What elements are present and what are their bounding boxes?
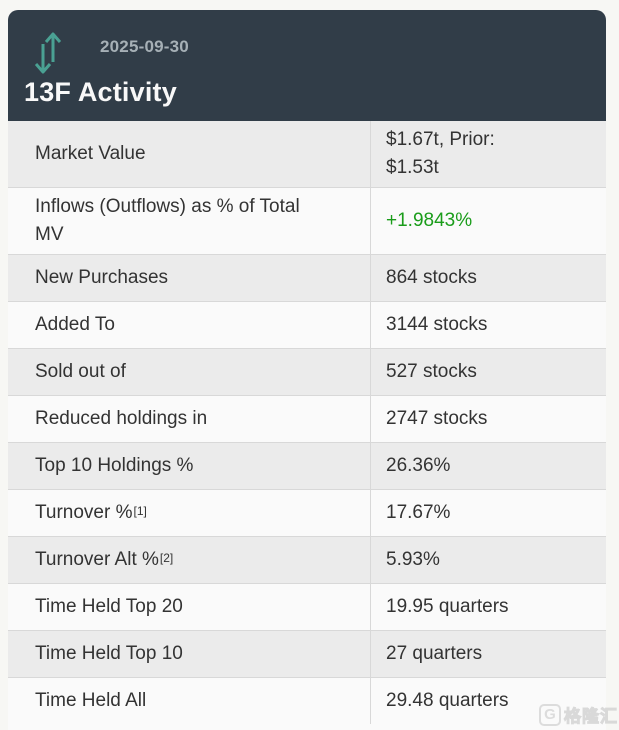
row-label-text: Time Held All [35, 690, 147, 711]
row-label-text: Added To [35, 314, 115, 335]
row-label: Time Held All [8, 678, 370, 724]
table-row: Market Value $1.67t, Prior: $1.53t [8, 121, 606, 187]
row-label-text: Sold out of [35, 361, 126, 382]
table-row: Time Held All 29.48 quarters [8, 677, 606, 724]
13f-activity-card: 2025-09-30 13F Activity Market Value $1.… [8, 10, 606, 730]
row-value: 3144 stocks [370, 302, 606, 348]
table-row: Top 10 Holdings % 26.36% [8, 442, 606, 489]
row-label: Sold out of [8, 349, 370, 395]
row-label: Turnover Alt % [2] [8, 537, 370, 583]
row-label-text: Market Value [35, 143, 146, 164]
row-label: Time Held Top 10 [8, 631, 370, 677]
row-label-text: Inflows (Outflows) as % of Total MV [35, 196, 300, 245]
row-value: 29.48 quarters [370, 678, 606, 724]
row-label: Reduced holdings in [8, 396, 370, 442]
row-value: 26.36% [370, 443, 606, 489]
row-value: 17.67% [370, 490, 606, 536]
row-label-text: Reduced holdings in [35, 408, 208, 429]
row-value: $1.67t, Prior: $1.53t [370, 121, 606, 187]
row-label-sup: [2] [159, 551, 174, 565]
row-value: 527 stocks [370, 349, 606, 395]
row-label-text: Top 10 Holdings % [35, 455, 194, 476]
row-label: Market Value [8, 121, 370, 187]
row-label-text: Turnover % [35, 502, 133, 523]
row-label-sup: [1] [133, 504, 147, 518]
row-label: Added To [8, 302, 370, 348]
row-value: 27 quarters [370, 631, 606, 677]
swap-vertical-arrows-icon [35, 31, 61, 75]
table-row: Time Held Top 20 19.95 quarters [8, 583, 606, 630]
row-label-text: Turnover Alt % [35, 549, 159, 570]
row-value: 864 stocks [370, 255, 606, 301]
row-label-text: Time Held Top 10 [35, 643, 183, 664]
table-row: Inflows (Outflows) as % of Total MV +1.9… [8, 187, 606, 254]
row-label-text: Time Held Top 20 [35, 596, 183, 617]
row-value: 2747 stocks [370, 396, 606, 442]
card-header: 2025-09-30 13F Activity [8, 10, 606, 121]
row-label: Inflows (Outflows) as % of Total MV [8, 188, 370, 254]
row-label: Top 10 Holdings % [8, 443, 370, 489]
row-value: 19.95 quarters [370, 584, 606, 630]
row-value: 5.93% [370, 537, 606, 583]
table-row: Reduced holdings in 2747 stocks [8, 395, 606, 442]
report-date: 2025-09-30 [100, 37, 189, 56]
row-label: Turnover % [1] [8, 490, 370, 536]
table-row: Sold out of 527 stocks [8, 348, 606, 395]
table-row: Turnover % [1] 17.67% [8, 489, 606, 536]
table-row: Added To 3144 stocks [8, 301, 606, 348]
table-row: Turnover Alt % [2] 5.93% [8, 536, 606, 583]
row-label-text: New Purchases [35, 267, 169, 288]
table-row: Time Held Top 10 27 quarters [8, 630, 606, 677]
row-label: Time Held Top 20 [8, 584, 370, 630]
card-title: 13F Activity [24, 77, 177, 107]
stats-table: Market Value $1.67t, Prior: $1.53t Inflo… [8, 121, 606, 724]
row-value: +1.9843% [370, 188, 606, 254]
row-label: New Purchases [8, 255, 370, 301]
table-row: New Purchases 864 stocks [8, 254, 606, 301]
